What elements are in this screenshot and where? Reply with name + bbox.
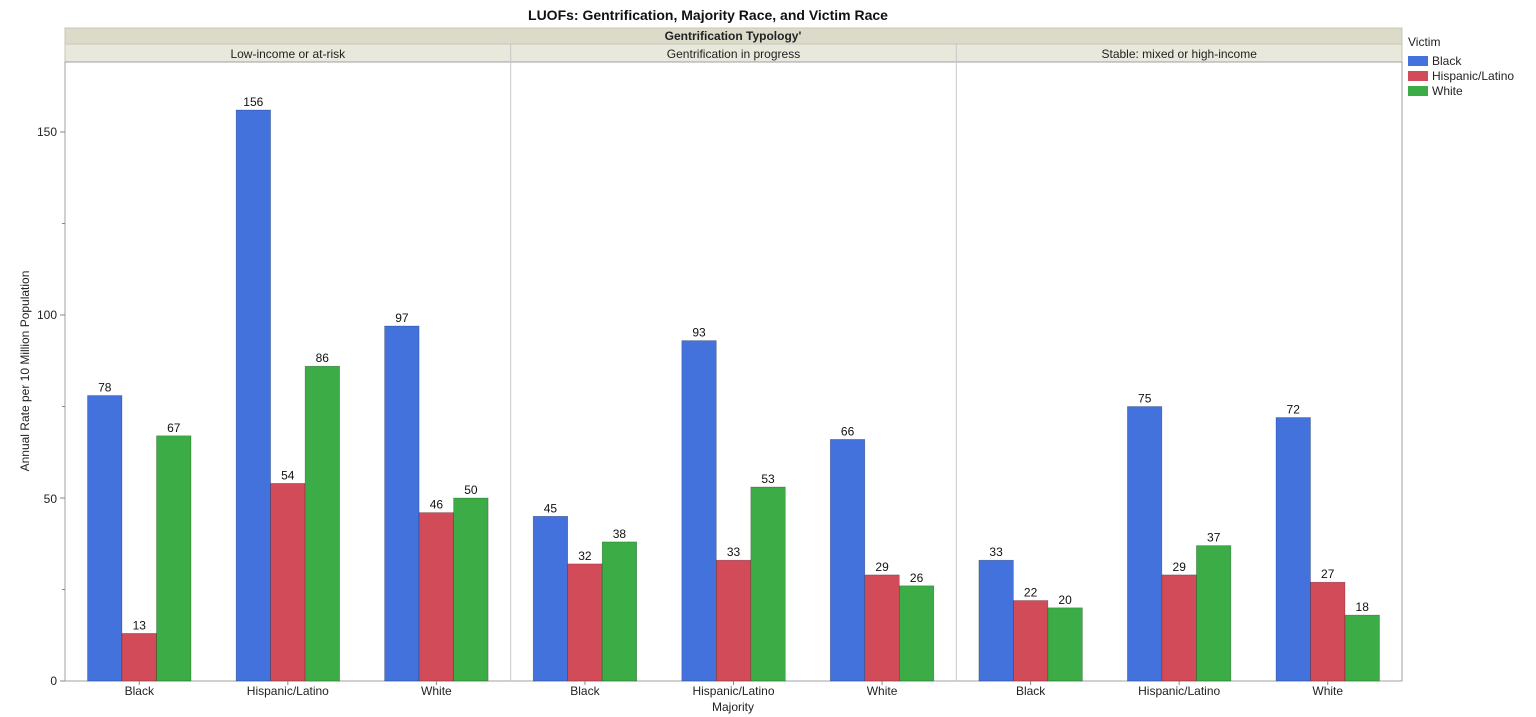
x-tick-label: Black (570, 684, 600, 698)
facet-label-stable: Stable: mixed or high-income (1101, 47, 1257, 61)
data-label: 37 (1207, 531, 1221, 545)
x-axis-label: Majority (712, 700, 754, 714)
y-tick-label: 100 (37, 308, 57, 322)
bar (1275, 417, 1311, 682)
data-label: 72 (1287, 403, 1301, 417)
bar (829, 439, 866, 682)
legend-label: Black (1432, 54, 1462, 68)
bar (1344, 614, 1380, 682)
bar (384, 325, 420, 682)
legend-label: White (1432, 84, 1463, 98)
bar (978, 559, 1014, 682)
bar (418, 512, 454, 682)
x-tick-label: Hispanic/Latino (1138, 684, 1220, 698)
bar (1161, 574, 1197, 682)
facet-label-low-income: Low-income or at-risk (230, 47, 346, 61)
legend-label: Hispanic/Latino (1432, 69, 1514, 83)
data-label: 38 (613, 527, 627, 541)
data-label: 18 (1356, 600, 1370, 614)
y-tick-label: 50 (44, 492, 58, 506)
facet-label-gentrification: Gentrification in progress (667, 47, 800, 61)
data-label: 66 (841, 424, 855, 438)
bar (864, 574, 900, 682)
data-label: 67 (167, 421, 181, 435)
x-tick-label: Hispanic/Latino (692, 684, 774, 698)
facet-header: Gentrification Typology' Low-income or a… (64, 27, 1403, 63)
data-label: 54 (281, 468, 295, 482)
bar (898, 585, 935, 682)
bar (453, 497, 489, 682)
bar (1047, 607, 1083, 682)
data-label: 27 (1321, 567, 1335, 581)
data-label: 75 (1138, 392, 1152, 406)
bar (270, 483, 306, 682)
data-label: 20 (1058, 593, 1072, 607)
x-tick-label: Hispanic/Latino (247, 684, 329, 698)
legend-swatch (1408, 86, 1428, 96)
y-tick-label: 0 (50, 674, 57, 688)
data-label: 29 (1173, 560, 1187, 574)
data-labels: 78 13 67 156 54 86 97 46 50 45 32 38 93 33 53 66 29 26 33 2… (98, 95, 1369, 632)
bars (87, 109, 1380, 682)
bar (235, 109, 271, 682)
bar (1310, 581, 1346, 682)
facet-title: Gentrification Typology' (665, 29, 802, 43)
bar (681, 340, 717, 682)
bar (532, 515, 569, 682)
data-label: 93 (692, 326, 706, 340)
bar (1196, 545, 1232, 682)
data-label: 86 (316, 351, 330, 365)
bar (304, 365, 340, 682)
x-tick-label: White (421, 684, 452, 698)
data-label: 33 (989, 545, 1003, 559)
data-label: 29 (875, 560, 889, 574)
legend-swatch (1408, 56, 1428, 66)
bar (567, 563, 603, 682)
data-label: 22 (1024, 586, 1038, 600)
x-tick-label: Black (1016, 684, 1046, 698)
y-axis: 0 50 100 150 (37, 125, 57, 688)
data-label: 45 (544, 501, 558, 515)
bar (715, 559, 752, 682)
legend-swatch (1408, 71, 1428, 81)
bar (601, 541, 638, 682)
bar (87, 395, 123, 682)
data-label: 78 (98, 381, 112, 395)
x-tick-label: White (1312, 684, 1343, 698)
bar (156, 435, 192, 682)
y-axis-label: Annual Rate per 10 Million Population (18, 271, 32, 472)
bar (750, 486, 786, 682)
data-label: 46 (430, 498, 444, 512)
bar (1013, 600, 1049, 682)
data-label: 26 (910, 571, 924, 585)
data-label: 156 (243, 95, 263, 109)
x-tick-label: White (867, 684, 898, 698)
x-tick-labels: Black Hispanic/Latino White Black Hispanic/L… (125, 681, 1343, 698)
data-label: 97 (395, 311, 409, 325)
bar (1127, 406, 1163, 682)
data-label: 33 (727, 545, 741, 559)
legend-title: Victim (1408, 35, 1440, 49)
data-label: 13 (133, 618, 147, 632)
bar (121, 633, 157, 682)
data-label: 32 (578, 549, 592, 563)
y-tick-label: 150 (37, 125, 57, 139)
chart-title: LUOFs: Gentrification, Majority Race, an… (528, 7, 888, 23)
data-label: 50 (464, 483, 478, 497)
y-ticks (60, 131, 65, 682)
data-label: 53 (761, 472, 775, 486)
x-tick-label: Black (125, 684, 155, 698)
